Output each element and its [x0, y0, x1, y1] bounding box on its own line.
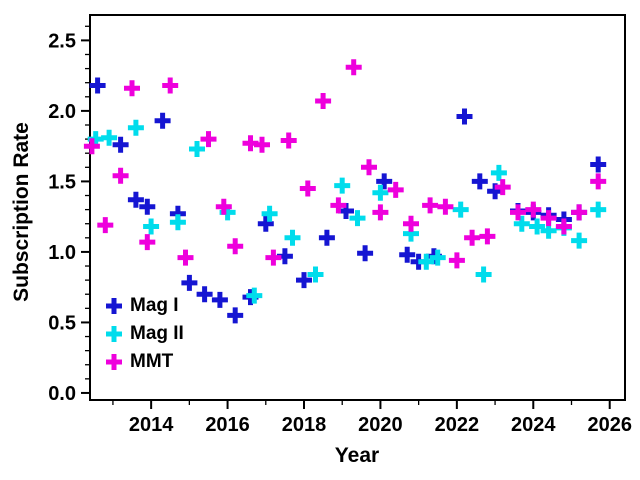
tick-label: 0.5	[48, 312, 76, 334]
legend-label: Mag I	[130, 295, 179, 316]
legend: Mag I Mag II MMT	[104, 293, 184, 375]
y-axis-title: Subscription Rate	[10, 122, 33, 302]
series-mmt	[83, 59, 607, 269]
tick-label: 2016	[205, 414, 250, 436]
tick-label: 2026	[587, 414, 632, 436]
axis-ticks	[81, 25, 611, 409]
tick-label: 2024	[511, 414, 556, 436]
tick-label: 0.0	[48, 383, 76, 405]
plus-marker-icon	[106, 326, 122, 342]
tick-label: 2020	[358, 414, 403, 436]
tick-label: 2014	[129, 414, 174, 436]
tick-label: 1.0	[48, 242, 76, 264]
series-mag-i	[89, 77, 607, 324]
x-axis-title: Year	[334, 444, 380, 467]
tick-labels: 2014 2016 2018 2020 2022 2024 2026 0.0 0.5 1.0 1.5…	[48, 30, 632, 436]
tick-label: 1.5	[48, 171, 76, 193]
tick-label: 2.5	[48, 30, 76, 52]
plus-marker-icon	[106, 298, 122, 314]
legend-label: Mag II	[130, 323, 184, 344]
legend-item-mag-i: Mag I	[104, 293, 184, 319]
legend-label: MMT	[130, 351, 174, 372]
legend-item-mmt: MMT	[104, 349, 184, 375]
tick-label: 2018	[282, 414, 327, 436]
tick-label: 2022	[435, 414, 480, 436]
plus-marker-icon	[106, 354, 122, 370]
tick-label: 2.0	[48, 101, 76, 123]
plot-frame	[89, 14, 626, 401]
legend-item-mag-ii: Mag II	[104, 321, 184, 347]
